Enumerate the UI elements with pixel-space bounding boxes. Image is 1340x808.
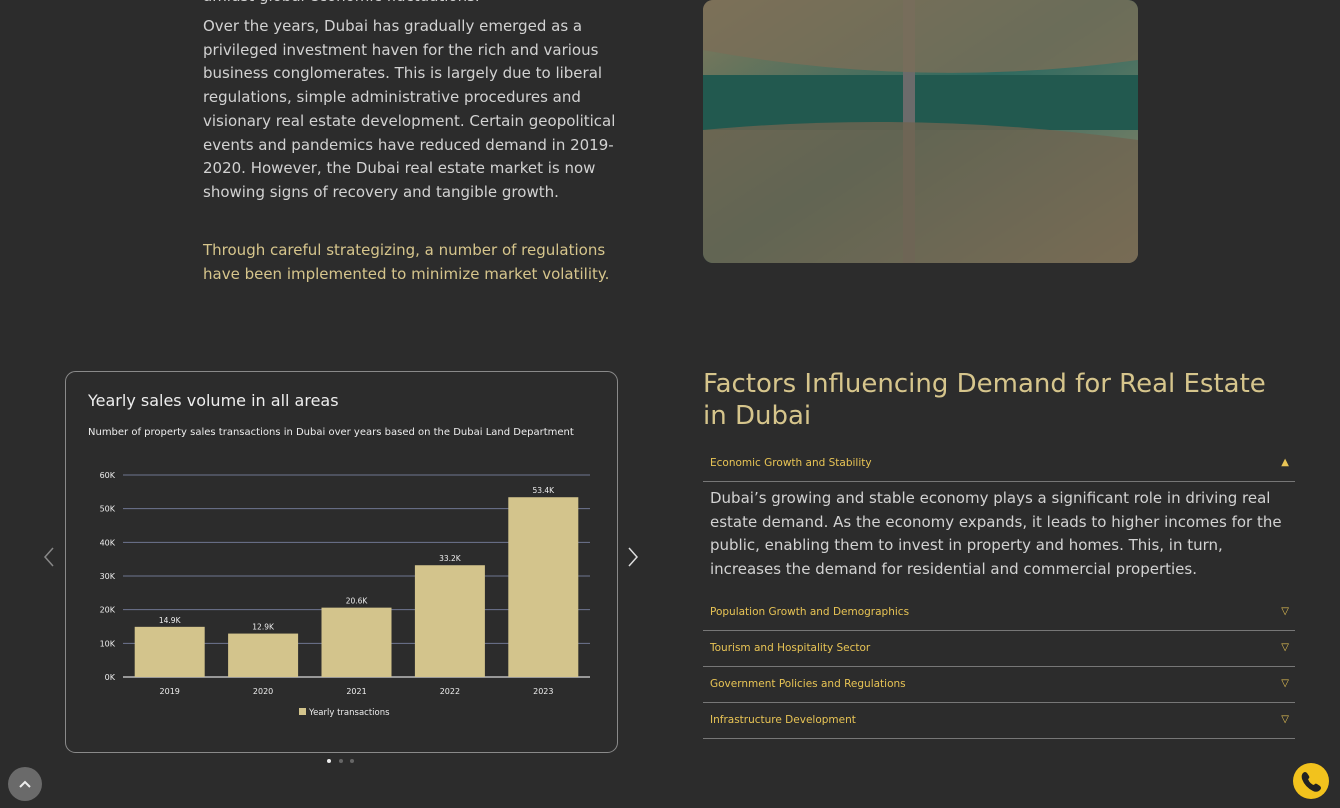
y-tick-label: 20K <box>100 606 116 615</box>
legend-label: Yearly transactions <box>308 708 390 718</box>
chart-title: Yearly sales volume in all areas <box>87 391 339 410</box>
accordion-item[interactable]: Tourism and Hospitality Sector ▽ <box>703 630 1295 667</box>
accordion-item[interactable]: Economic Growth and Stability ▲ <box>703 445 1295 482</box>
accordion-title[interactable]: Tourism and Hospitality Sector ▽ <box>703 630 1295 666</box>
accordion-title-text: Government Policies and Regulations <box>710 678 906 690</box>
accordion-title-text: Economic Growth and Stability <box>710 457 872 469</box>
legend-swatch <box>299 708 306 715</box>
scroll-top-button[interactable] <box>8 767 42 801</box>
accordion-item[interactable]: Government Policies and Regulations ▽ <box>703 666 1295 703</box>
phone-button[interactable] <box>1293 763 1329 799</box>
carousel-dot[interactable] <box>327 759 331 763</box>
accordion-title[interactable]: Infrastructure Development ▽ <box>703 702 1295 738</box>
lead-tail: amidst global economic fluctuations. <box>203 0 633 9</box>
value-label: 53.4K <box>532 486 555 495</box>
y-tick-label: 60K <box>100 471 116 480</box>
carousel-next[interactable] <box>628 547 639 567</box>
accordion-body: Dubai’s growing and stable economy plays… <box>710 489 1282 579</box>
phone-icon <box>1301 772 1321 792</box>
accordion-icon: ▽ <box>1281 678 1289 689</box>
intro-highlight: Through careful strategizing, a number o… <box>203 241 610 283</box>
accordion-title-text: Tourism and Hospitality Sector <box>710 642 871 654</box>
y-tick-label: 50K <box>100 505 116 514</box>
accordion-icon: ▽ <box>1281 714 1289 725</box>
accordion-title[interactable]: Government Policies and Regulations ▽ <box>703 666 1295 702</box>
scroll-top-icon <box>19 780 31 788</box>
accordion-item[interactable]: Infrastructure Development ▽ <box>703 702 1295 739</box>
accordion-icon: ▲ <box>1281 457 1289 468</box>
bar <box>414 565 485 677</box>
y-tick-label: 0K <box>105 673 116 682</box>
y-tick-label: 40K <box>100 538 116 547</box>
accordion-title[interactable]: Economic Growth and Stability ▲ <box>703 445 1295 481</box>
value-label: 12.9K <box>252 623 275 632</box>
x-tick-label: 2022 <box>440 687 460 696</box>
accordion-icon: ▽ <box>1281 642 1289 653</box>
accordion-item[interactable]: Population Growth and Demographics ▽ <box>703 594 1295 631</box>
bar <box>508 497 579 677</box>
x-tick-label: 2021 <box>346 687 366 696</box>
carousel-dot[interactable] <box>339 759 343 763</box>
value-label: 20.6K <box>346 597 369 606</box>
value-label: 33.2K <box>439 554 462 563</box>
accordion-title-text: Infrastructure Development <box>710 714 856 726</box>
carousel-prev[interactable] <box>43 547 54 567</box>
x-tick-label: 2020 <box>253 687 273 696</box>
chart: Yearly sales volume in all areas Number … <box>65 371 618 753</box>
accordion-title-text: Population Growth and Demographics <box>710 606 910 618</box>
bar <box>228 633 299 677</box>
x-tick-label: 2023 <box>533 687 553 696</box>
value-label: 14.9K <box>159 616 182 625</box>
city-image <box>703 0 1138 263</box>
y-tick-label: 30K <box>100 572 116 581</box>
x-tick-label: 2019 <box>160 687 180 696</box>
intro-paragraph: Over the years, Dubai has gradually emer… <box>203 17 616 201</box>
y-tick-label: 10K <box>100 639 116 648</box>
carousel-dot[interactable] <box>350 759 354 763</box>
accordion-icon: ▽ <box>1281 606 1289 617</box>
bar <box>134 626 205 677</box>
accordion-title[interactable]: Population Growth and Demographics ▽ <box>703 594 1295 630</box>
chart-subtitle: Number of property sales transactions in… <box>88 427 574 438</box>
chart-frame <box>65 371 618 753</box>
factors-heading: Factors Influencing Demand for Real Esta… <box>703 369 1266 431</box>
bar <box>321 607 392 677</box>
